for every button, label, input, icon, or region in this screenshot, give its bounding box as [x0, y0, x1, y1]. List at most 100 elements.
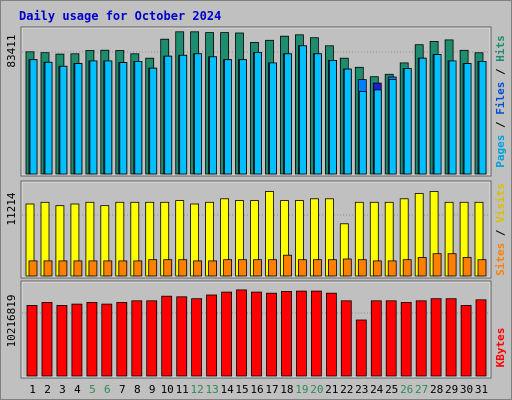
sites-bar-day-31 [477, 259, 487, 277]
kbytes-bar-day-24 [370, 300, 382, 377]
sites-bar-day-24 [372, 260, 382, 277]
legend-label-part: Files [494, 82, 507, 115]
kbytes-bar-day-1 [26, 304, 38, 377]
legend-label-part: / [494, 62, 507, 82]
sites-bar-day-29 [447, 253, 457, 277]
x-tick-label: 17 [265, 383, 278, 396]
y-max-label-top: 83411 [5, 34, 18, 67]
kbytes-bar-day-3 [56, 304, 68, 377]
pages-bar-day-7 [119, 62, 128, 175]
sites-bar-day-30 [462, 257, 472, 277]
pages-bar-day-8 [134, 61, 143, 175]
kbytes-bar-day-4 [71, 303, 83, 377]
x-tick-label: 2 [44, 383, 51, 396]
x-tick-label: 19 [295, 383, 308, 396]
kbytes-bar-day-8 [131, 300, 143, 377]
pages-bar-day-11 [179, 54, 188, 175]
sites-bar-day-25 [387, 260, 397, 277]
right-legend-labels: Pages / Files / Hits Sites / Visits KBytes [494, 35, 507, 367]
kbytes-bar-day-10 [161, 295, 173, 377]
y-max-label-middle: 11214 [5, 192, 18, 225]
legend-label-top: Pages / Files / Hits [494, 35, 507, 168]
kbytes-bar-day-31 [475, 299, 487, 377]
kbytes-bar-day-17 [266, 292, 277, 377]
pages-bar-day-24 [373, 89, 382, 175]
pages-bar-day-15 [239, 59, 247, 175]
pages-bar-day-21 [328, 60, 337, 175]
legend-label-part: Hits [494, 35, 507, 62]
kbytes-bar-day-7 [116, 301, 128, 377]
kbytes-bar-day-21 [325, 292, 337, 377]
kbytes-bar-day-15 [236, 289, 247, 377]
kbytes-bar-day-12 [191, 298, 203, 377]
sites-bar-day-9 [148, 259, 158, 277]
x-axis-labels: 1 2 3 4 5 6 7 8 9 10 11 12 13 14 15 16 17 18 19 20 21 22 23 24 2… [29, 383, 488, 396]
pages-bar-day-5 [89, 60, 98, 175]
pages-bar-day-2 [44, 61, 53, 175]
sites-bar-day-4 [73, 260, 83, 277]
legend-label-middle: Sites / Visits [494, 183, 507, 276]
legend-label-part: Sites [494, 243, 507, 276]
x-tick-label: 31 [475, 383, 488, 396]
kbytes-bar-day-20 [310, 290, 322, 377]
sites-bar-day-21 [327, 259, 337, 277]
pages-bar-day-4 [74, 63, 83, 175]
chart-title: Daily usage for October 2024 [19, 9, 221, 23]
kbytes-bar-day-27 [415, 300, 427, 377]
kbytes-bar-day-18 [281, 290, 292, 377]
legend-label-part: KBytes [494, 328, 507, 368]
sites-bar-day-1 [28, 260, 38, 277]
pages-bar-day-28 [433, 54, 442, 175]
kbytes-bar-day-19 [295, 290, 307, 377]
sites-bar-day-28 [432, 253, 442, 277]
x-tick-label: 11 [176, 383, 189, 396]
kbytes-bar-day-29 [445, 298, 457, 377]
y-axis-labels: 83411 11214 10216819 [5, 34, 18, 347]
kbytes-bar-day-6 [101, 303, 113, 377]
x-tick-label: 15 [235, 383, 248, 396]
sites-bar-day-19 [297, 259, 307, 277]
x-tick-label: 6 [104, 383, 111, 396]
sites-bar-day-22 [342, 258, 352, 277]
pages-bar-day-10 [164, 55, 173, 175]
pages-bar-day-30 [463, 63, 472, 175]
legend-label-part: / [494, 115, 507, 135]
x-tick-label: 10 [161, 383, 174, 396]
x-tick-label: 21 [325, 383, 338, 396]
x-tick-label: 8 [134, 383, 141, 396]
kbytes-bar-day-28 [430, 298, 442, 377]
chart-bars [25, 31, 487, 377]
pages-bar-day-29 [448, 60, 457, 175]
sites-bar-day-26 [402, 259, 412, 277]
kbytes-bar-day-23 [355, 319, 367, 377]
sites-bar-day-12 [193, 260, 203, 277]
x-tick-label: 9 [149, 383, 156, 396]
x-tick-label: 27 [415, 383, 428, 396]
x-tick-label: 7 [119, 383, 126, 396]
pages-bar-day-27 [418, 57, 427, 175]
pages-bar-day-13 [209, 56, 218, 175]
pages-bar-day-16 [254, 52, 262, 175]
sites-bar-day-5 [88, 260, 98, 277]
sites-bar-day-13 [208, 260, 218, 277]
sites-bar-day-10 [163, 259, 173, 277]
kbytes-bar-day-25 [385, 300, 397, 377]
pages-bar-day-26 [403, 68, 412, 175]
kbytes-bar-day-22 [340, 300, 352, 377]
kbytes-bar-day-13 [206, 294, 218, 377]
pages-bar-day-6 [104, 60, 113, 175]
pages-bar-day-9 [149, 67, 158, 175]
chart-panel-border [21, 181, 491, 278]
x-tick-label: 3 [59, 383, 66, 396]
x-tick-label: 12 [190, 383, 203, 396]
pages-bar-day-18 [284, 53, 292, 175]
kbytes-bar-day-9 [146, 300, 158, 377]
pages-bar-day-22 [343, 68, 352, 175]
kbytes-bar-day-30 [460, 304, 472, 377]
sites-bar-day-18 [283, 254, 292, 277]
x-tick-label: 14 [220, 383, 234, 396]
sites-bar-day-15 [238, 259, 247, 277]
x-tick-label: 29 [445, 383, 458, 396]
sites-bar-day-20 [312, 259, 322, 277]
